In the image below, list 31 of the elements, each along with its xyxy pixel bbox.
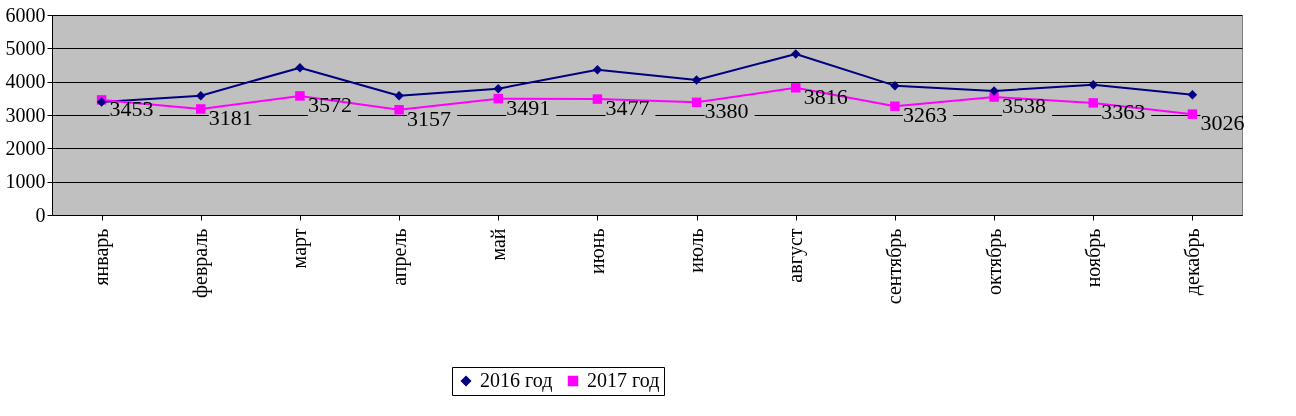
legend-label: 2016 год bbox=[480, 369, 553, 392]
data-label: 3157 bbox=[407, 105, 452, 131]
data-label: 3363 bbox=[1101, 98, 1146, 124]
y-tick-label: 6000 bbox=[5, 3, 46, 26]
y-tick-label: 1000 bbox=[5, 170, 46, 193]
data-label: 3477 bbox=[605, 95, 650, 121]
x-tick-label: октябрь bbox=[982, 228, 1006, 295]
data-label: 3263 bbox=[902, 102, 947, 128]
y-tick-label: 0 bbox=[35, 203, 46, 226]
x-tick-label: сентябрь bbox=[883, 228, 907, 305]
y-tick-label: 2000 bbox=[5, 136, 46, 159]
x-tick-label: ноябрь bbox=[1081, 228, 1105, 288]
y-tick-label: 5000 bbox=[5, 36, 46, 59]
x-tick-label: март bbox=[288, 228, 312, 269]
x-tick-label: май bbox=[486, 228, 509, 261]
x-tick-label: февраль bbox=[189, 228, 213, 298]
legend-label: 2017 год bbox=[587, 369, 660, 392]
x-tick-label: июль bbox=[685, 228, 708, 273]
data-label: 3181 bbox=[208, 104, 253, 130]
x-tick-label: апрель bbox=[387, 228, 411, 286]
x-tick-label: август bbox=[784, 228, 808, 283]
x-tick-label: январь bbox=[90, 228, 114, 286]
x-tick-label: июнь bbox=[585, 228, 608, 274]
data-label: 3453 bbox=[109, 95, 154, 121]
y-tick-label: 4000 bbox=[5, 70, 46, 93]
data-label: 3380 bbox=[704, 98, 749, 124]
data-label: 3491 bbox=[506, 94, 551, 120]
data-label: 3026 bbox=[1200, 110, 1245, 136]
x-tick-label: декабрь bbox=[1180, 228, 1204, 296]
y-tick-label: 3000 bbox=[5, 103, 46, 126]
data-label: 3538 bbox=[1002, 93, 1047, 119]
